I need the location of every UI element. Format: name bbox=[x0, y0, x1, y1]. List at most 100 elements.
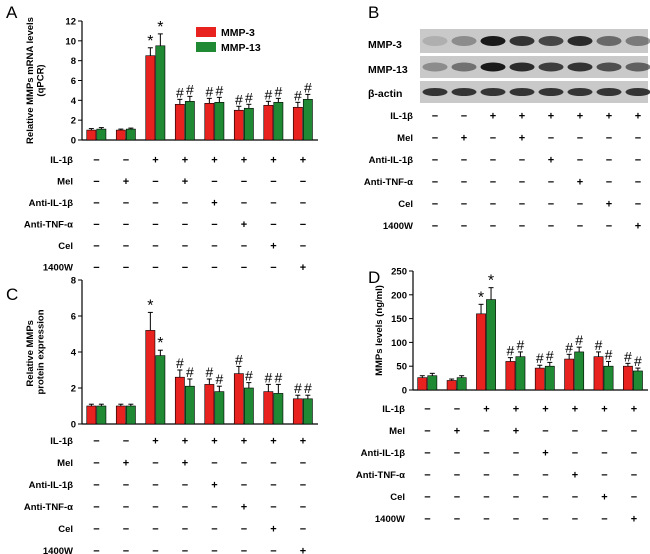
blot-band bbox=[625, 36, 650, 46]
bar-mmp3 bbox=[263, 104, 274, 141]
blot-band bbox=[625, 88, 650, 96]
y-tick-label: 250 bbox=[391, 267, 407, 278]
y-tick-label: 4 bbox=[71, 96, 77, 107]
treatment-label: Cel bbox=[58, 524, 73, 535]
treatment-cell: − bbox=[572, 426, 578, 438]
legend-label-mmp3: MMP-3 bbox=[221, 27, 255, 39]
blot-band bbox=[567, 62, 593, 72]
significance-hash: # bbox=[536, 350, 544, 366]
treatment-label: Anti-TNF-α bbox=[364, 177, 413, 188]
treatment-cell: − bbox=[93, 480, 99, 492]
treatment-cell: − bbox=[542, 492, 548, 504]
significance-hash: # bbox=[205, 83, 213, 99]
treatment-cell: − bbox=[424, 492, 430, 504]
treatment-cell: + bbox=[211, 155, 217, 167]
treatment-label: Mel bbox=[397, 133, 413, 144]
treatment-cell: − bbox=[211, 241, 217, 253]
treatment-cell: − bbox=[606, 155, 612, 167]
bar-mmp13 bbox=[427, 375, 438, 391]
treatment-cell: − bbox=[577, 221, 583, 233]
bar-mmp13 bbox=[544, 365, 555, 391]
treatment-cell: + bbox=[548, 111, 554, 123]
significance-hash: # bbox=[215, 371, 223, 387]
treatment-table-a: IL-1β − − + + + + + + Mel − + − + − − − − Anti-IL-1β − − − − + −… bbox=[24, 155, 306, 275]
treatment-cell: − bbox=[93, 502, 99, 514]
treatment-cell: + bbox=[152, 155, 158, 167]
treatment-cell: − bbox=[606, 177, 612, 189]
treatment-cell: − bbox=[123, 436, 129, 448]
bar-mmp13 bbox=[155, 355, 166, 425]
treatment-cell: − bbox=[123, 241, 129, 253]
treatment-cell: − bbox=[424, 404, 430, 416]
blot-band bbox=[538, 62, 564, 72]
treatment-cell: − bbox=[300, 458, 306, 470]
treatment-cell: + bbox=[241, 219, 247, 231]
treatment-cell: − bbox=[542, 514, 548, 526]
panel-letter-c: C bbox=[6, 285, 18, 304]
bar-mmp13 bbox=[456, 377, 467, 391]
significance-hash: # bbox=[176, 355, 184, 371]
treatment-cell: − bbox=[577, 199, 583, 211]
significance-hash: # bbox=[624, 348, 632, 364]
significance-hash: # bbox=[517, 337, 525, 353]
blot-band bbox=[451, 88, 477, 96]
bar-mmp3 bbox=[476, 313, 486, 391]
bar-mmp13 bbox=[184, 101, 195, 141]
treatment-cell: + bbox=[577, 111, 583, 123]
treatment-cell: + bbox=[182, 458, 188, 470]
treatment-cell: + bbox=[635, 221, 641, 233]
treatment-label: Cel bbox=[398, 199, 413, 210]
panel-letter-a: A bbox=[6, 3, 18, 22]
treatment-cell: + bbox=[542, 448, 548, 460]
treatment-cell: + bbox=[123, 458, 129, 470]
treatment-cell: + bbox=[300, 546, 306, 554]
western-blot: MMP-3 MMP-13 β-actin bbox=[368, 29, 650, 103]
treatment-cell: + bbox=[454, 426, 460, 438]
treatment-cell: − bbox=[513, 448, 519, 460]
treatment-cell: + bbox=[300, 436, 306, 448]
treatment-cell: − bbox=[152, 524, 158, 536]
treatment-cell: − bbox=[490, 133, 496, 145]
y-tick-label: 6 bbox=[71, 76, 76, 87]
significance-hash: # bbox=[634, 353, 642, 369]
treatment-label: 1400W bbox=[43, 263, 73, 274]
treatment-label: IL-1β bbox=[50, 436, 73, 447]
treatment-cell: − bbox=[270, 219, 276, 231]
blot-band bbox=[480, 88, 506, 96]
treatment-cell: − bbox=[601, 426, 607, 438]
bar-mmp13 bbox=[603, 365, 614, 391]
bar-mmp13 bbox=[96, 128, 107, 141]
significance-hash: # bbox=[546, 347, 554, 363]
bar-mmp13 bbox=[125, 405, 136, 425]
blot-band bbox=[480, 62, 506, 72]
treatment-label: IL-1β bbox=[382, 404, 405, 415]
significance-hash: # bbox=[215, 82, 223, 98]
bar-mmp3 bbox=[174, 376, 185, 425]
treatment-cell: + bbox=[513, 404, 519, 416]
treatment-cell: − bbox=[424, 514, 430, 526]
treatment-cell: − bbox=[93, 524, 99, 536]
significance-star: * bbox=[157, 335, 163, 352]
treatment-cell: − bbox=[548, 199, 554, 211]
treatment-cell: − bbox=[513, 492, 519, 504]
bar-mmp13 bbox=[515, 356, 526, 391]
treatment-cell: − bbox=[152, 480, 158, 492]
treatment-cell: + bbox=[606, 199, 612, 211]
treatment-cell: − bbox=[548, 177, 554, 189]
treatment-cell: − bbox=[270, 176, 276, 188]
y-axis-label-line: protein expression bbox=[36, 309, 47, 394]
treatment-cell: − bbox=[300, 241, 306, 253]
treatment-cell: − bbox=[270, 458, 276, 470]
blot-band bbox=[451, 36, 477, 46]
treatment-cell: − bbox=[93, 546, 99, 554]
treatment-cell: − bbox=[519, 221, 525, 233]
treatment-cell: − bbox=[93, 155, 99, 167]
treatment-cell: − bbox=[270, 480, 276, 492]
significance-hash: # bbox=[507, 343, 515, 359]
y-axis-label-line: (qPCR) bbox=[36, 64, 47, 96]
bar-mmp3 bbox=[446, 380, 457, 391]
treatment-cell: + bbox=[182, 155, 188, 167]
treatment-cell: − bbox=[601, 448, 607, 460]
treatment-cell: − bbox=[211, 546, 217, 554]
significance-star: * bbox=[147, 33, 153, 50]
